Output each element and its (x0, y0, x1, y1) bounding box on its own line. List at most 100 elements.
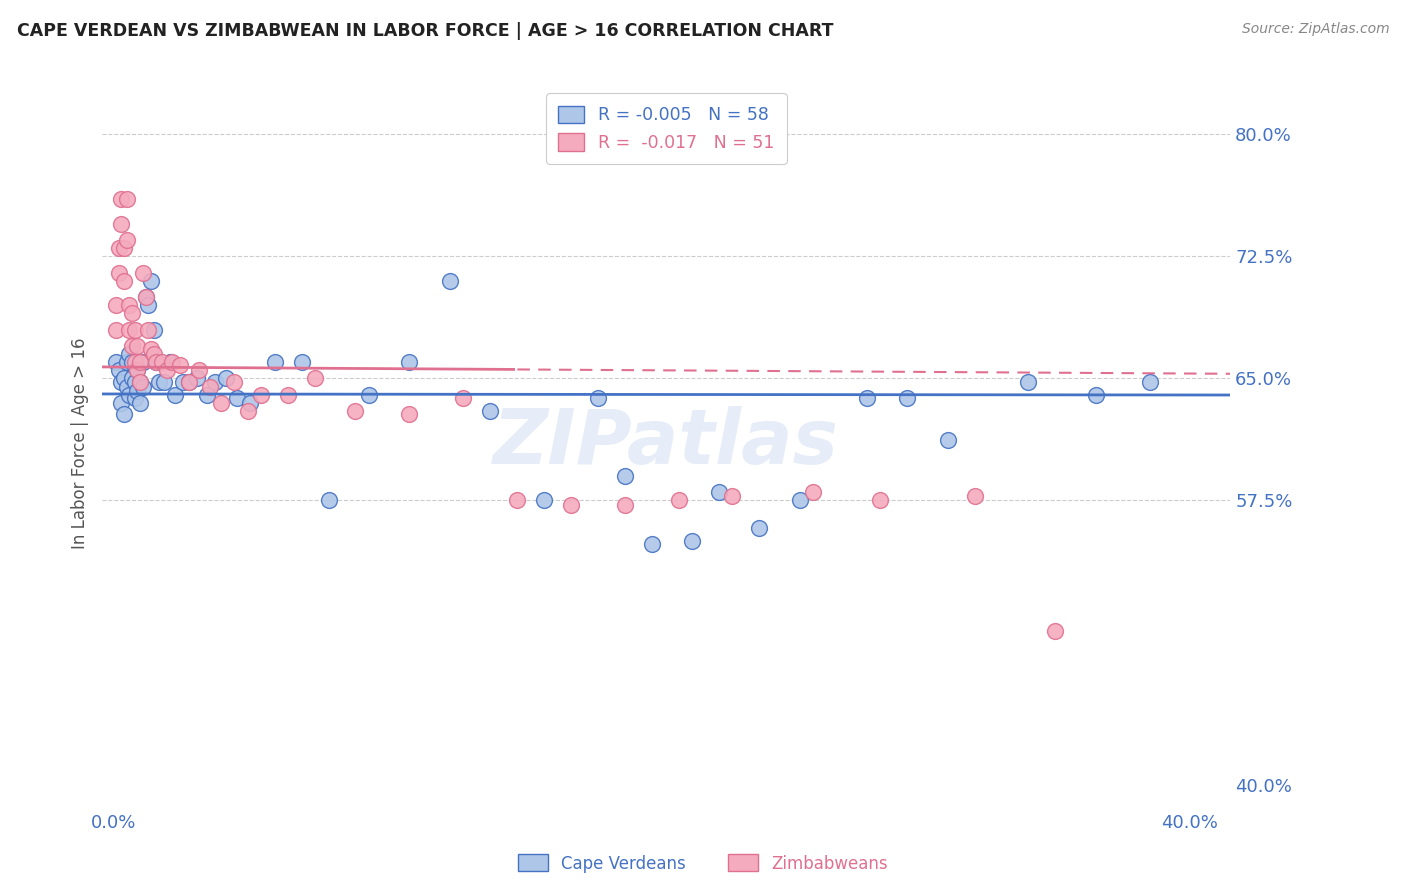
Point (145, 355, 167, 369)
Point (132, 379, 155, 393)
Point (177, 375, 200, 389)
Point (112, 407, 135, 421)
Point (129, 375, 152, 389)
Point (1017, 375, 1039, 389)
Point (721, 489, 744, 503)
Point (121, 355, 143, 369)
Point (124, 375, 146, 389)
Point (707, 485, 730, 500)
Point (357, 387, 380, 401)
Point (136, 298, 159, 312)
Point (110, 375, 132, 389)
Point (188, 363, 211, 377)
Point (277, 387, 299, 401)
Point (291, 355, 314, 369)
Point (479, 404, 502, 418)
Point (139, 342, 162, 356)
Point (110, 396, 132, 410)
Point (1084, 387, 1107, 401)
Point (177, 375, 200, 389)
Point (148, 375, 170, 389)
Point (150, 355, 173, 369)
Point (681, 534, 703, 549)
Point (115, 379, 138, 393)
Point (129, 355, 152, 369)
Point (398, 407, 420, 421)
Point (318, 493, 340, 508)
Point (127, 339, 149, 353)
Point (132, 355, 155, 369)
Text: Source: ZipAtlas.com: Source: ZipAtlas.com (1241, 22, 1389, 37)
Point (118, 323, 141, 337)
Point (204, 375, 226, 389)
Point (1139, 375, 1161, 389)
Point (398, 355, 420, 369)
Point (139, 274, 162, 288)
Point (936, 434, 959, 448)
Point (506, 493, 529, 508)
Point (115, 355, 138, 369)
Point (869, 493, 891, 508)
Point (586, 391, 609, 405)
Point (110, 217, 132, 231)
Point (127, 363, 149, 377)
Point (134, 290, 156, 304)
Point (115, 193, 138, 207)
Point (172, 375, 194, 389)
Point (896, 391, 918, 405)
Point (613, 498, 636, 512)
Point (186, 371, 208, 385)
Point (344, 404, 367, 418)
Point (304, 371, 326, 385)
Text: CAPE VERDEAN VS ZIMBABWEAN IN LABOR FORCE | AGE > 16 CORRELATION CHART: CAPE VERDEAN VS ZIMBABWEAN IN LABOR FORC… (17, 22, 834, 40)
Point (197, 387, 219, 401)
Point (121, 339, 143, 353)
Point (124, 355, 146, 369)
Point (215, 371, 238, 385)
Point (115, 233, 138, 247)
Point (250, 387, 273, 401)
Point (136, 323, 159, 337)
Point (129, 375, 152, 389)
Point (127, 363, 149, 377)
Point (124, 391, 146, 405)
Point (142, 323, 165, 337)
Point (118, 347, 141, 361)
Point (640, 537, 662, 551)
Point (209, 396, 232, 410)
Text: ZIPatlas: ZIPatlas (494, 407, 839, 481)
Point (159, 355, 181, 369)
Point (112, 274, 135, 288)
Point (104, 323, 127, 337)
Point (165, 387, 187, 401)
Point (112, 241, 135, 255)
Point (104, 355, 127, 369)
Point (198, 379, 221, 393)
Point (121, 306, 143, 320)
Point (145, 355, 167, 369)
Point (236, 404, 259, 418)
Legend: Cape Verdeans, Zimbabweans: Cape Verdeans, Zimbabweans (512, 847, 894, 880)
Point (789, 493, 811, 508)
Point (124, 323, 146, 337)
Point (110, 193, 132, 207)
Point (748, 521, 770, 535)
Point (169, 359, 191, 373)
Point (134, 290, 156, 304)
Point (963, 489, 986, 503)
Point (156, 363, 179, 377)
Y-axis label: In Labor Force | Age > 16: In Labor Force | Age > 16 (72, 338, 89, 549)
Point (153, 375, 176, 389)
Point (451, 391, 474, 405)
Point (162, 355, 184, 369)
Point (560, 498, 582, 512)
Point (127, 384, 149, 399)
Point (107, 363, 129, 377)
Point (1045, 624, 1067, 638)
Legend: R = -0.005   N = 58, R =  -0.017   N = 51: R = -0.005 N = 58, R = -0.017 N = 51 (546, 94, 787, 164)
Point (129, 396, 152, 410)
Point (226, 391, 249, 405)
Point (224, 375, 246, 389)
Point (668, 493, 690, 508)
Point (439, 274, 461, 288)
